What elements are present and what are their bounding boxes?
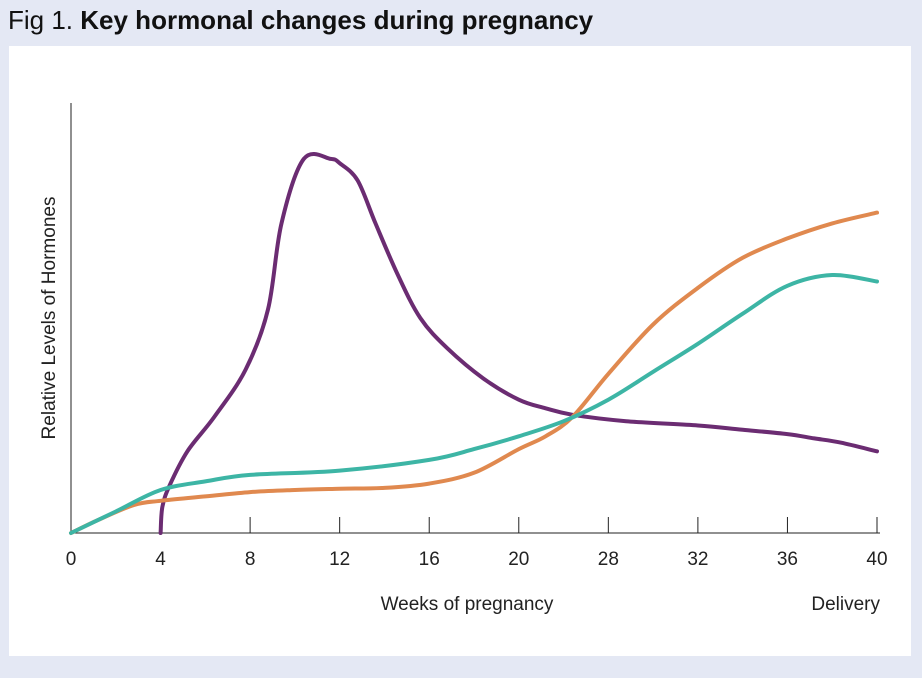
figure-label: Fig 1.: [8, 5, 74, 35]
x-tick-label: 16: [419, 549, 440, 570]
figure-title: Fig 1. Key hormonal changes during pregn…: [8, 2, 593, 38]
x-tick-label: 36: [777, 549, 798, 570]
x-tick-label: 8: [245, 549, 256, 570]
x-axis-end-label: Delivery: [811, 594, 880, 615]
figure-heading: Key hormonal changes during pregnancy: [80, 5, 594, 35]
x-tick-labels: 0 4 8 12 16 20 28 32 36 40: [66, 549, 888, 570]
x-tick-label: 32: [687, 549, 708, 570]
x-tick-label: 12: [329, 549, 350, 570]
y-axis-title: Relative Levels of Hormones: [39, 197, 60, 440]
x-tick-label: 20: [508, 549, 529, 570]
x-ticks: [160, 517, 878, 533]
series-line-3: [69, 272, 879, 535]
figure-header: Fig 1. Key hormonal changes during pregn…: [0, 0, 922, 46]
chart-panel: [9, 46, 911, 656]
x-tick-label: 40: [866, 549, 887, 570]
x-tick-label: 28: [598, 549, 619, 570]
series-line-1: [158, 151, 879, 535]
series-lines: [69, 151, 879, 535]
x-axis-title: Weeks of pregnancy: [381, 594, 554, 615]
x-tick-label: 4: [155, 549, 166, 570]
x-tick-label: 0: [66, 549, 77, 570]
series-line-2: [69, 210, 879, 535]
